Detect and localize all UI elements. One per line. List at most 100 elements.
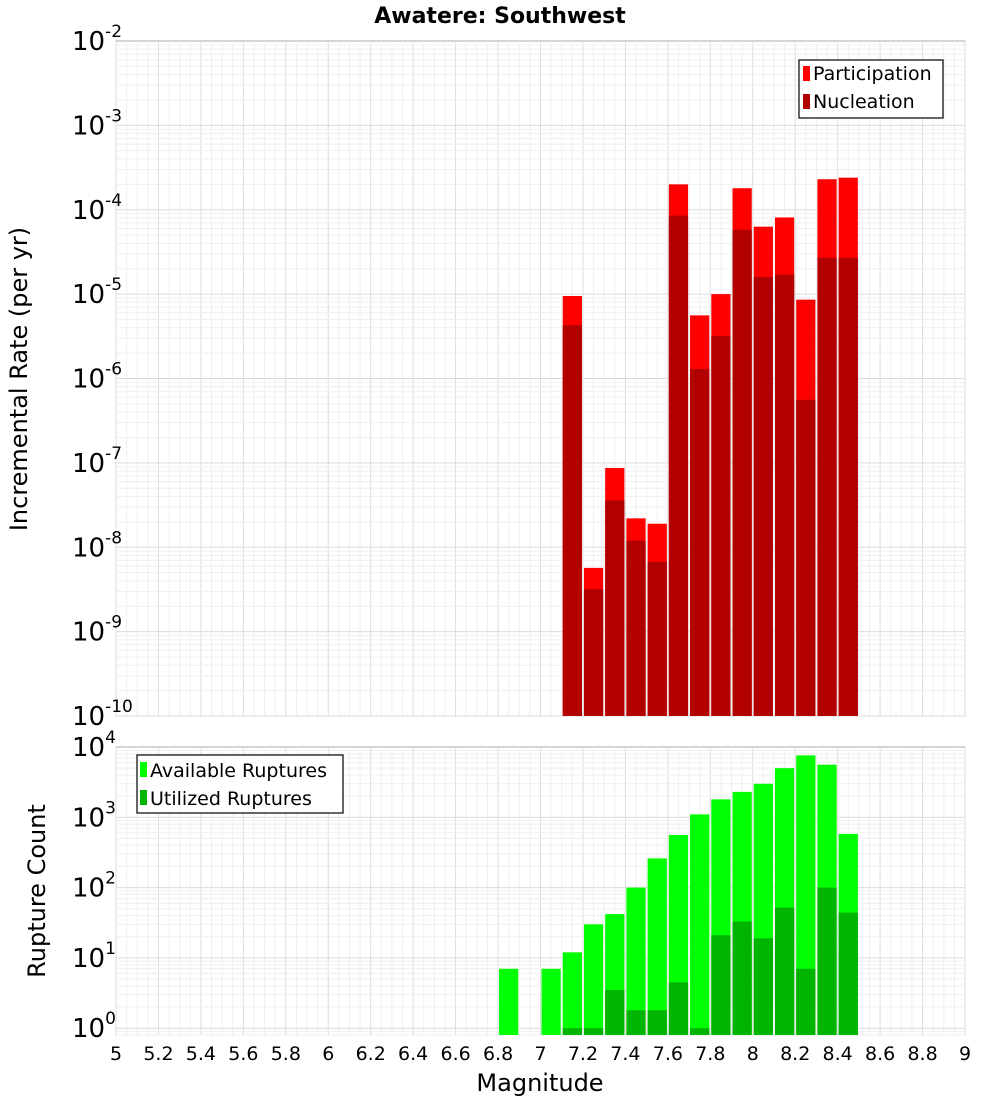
legend-available-ruptures-label: Available Ruptures bbox=[150, 760, 327, 782]
nucleation-bar bbox=[774, 274, 795, 716]
x-tick-label: 7.2 bbox=[568, 1043, 598, 1065]
y-tick-base: 10 bbox=[72, 874, 105, 904]
rate-gridlines bbox=[115, 41, 966, 717]
available-ruptures-bar bbox=[499, 968, 519, 1035]
utilized-ruptures-bar bbox=[605, 989, 625, 1035]
y-tick-label: 10-6 bbox=[72, 360, 122, 395]
rate-legend-box bbox=[798, 59, 944, 119]
utilized-ruptures-bar bbox=[711, 935, 731, 1035]
legend-nucleation-label: Nucleation bbox=[813, 91, 915, 113]
utilized-ruptures-bar bbox=[817, 887, 837, 1035]
x-tick-label: 6.4 bbox=[398, 1043, 428, 1065]
utilized-ruptures-bar bbox=[774, 907, 795, 1035]
rupture-count-legend-box bbox=[136, 754, 344, 814]
rupture-count-bars bbox=[499, 755, 858, 1035]
y-tick-label: 100 bbox=[72, 1009, 116, 1044]
y-tick-base: 10 bbox=[72, 449, 105, 479]
y-tick-exponent: -8 bbox=[105, 528, 122, 548]
x-axis-label: Magnitude bbox=[476, 1069, 603, 1097]
y-tick-exponent: 1 bbox=[105, 939, 116, 959]
y-tick-label: 10-3 bbox=[72, 106, 122, 141]
utilized-ruptures-bar bbox=[668, 982, 689, 1035]
y-tick-exponent: -3 bbox=[105, 106, 122, 126]
nucleation-bar bbox=[690, 368, 710, 716]
nucleation-bar bbox=[605, 500, 625, 716]
rate-bars bbox=[562, 177, 858, 717]
available-ruptures-bar bbox=[541, 968, 561, 1035]
y-tick-label: 10-9 bbox=[72, 613, 122, 648]
nucleation-bar bbox=[732, 229, 752, 717]
y-tick-base: 10 bbox=[72, 280, 105, 310]
y-tick-base: 10 bbox=[72, 1014, 105, 1044]
available-ruptures-bar bbox=[647, 858, 667, 1035]
rate-legend: Participation Nucleation bbox=[798, 59, 944, 119]
nucleation-bar bbox=[796, 399, 816, 716]
x-tick-label: 6.6 bbox=[440, 1043, 470, 1065]
x-tick-label: 8.2 bbox=[780, 1043, 810, 1065]
utilized-ruptures-bar bbox=[732, 921, 752, 1035]
y-tick-label: 103 bbox=[72, 798, 116, 833]
available-ruptures-bar bbox=[626, 887, 646, 1035]
x-tick-label: 8 bbox=[747, 1043, 759, 1065]
y-tick-exponent: -2 bbox=[105, 22, 122, 42]
utilized-ruptures-bar bbox=[838, 912, 858, 1035]
y-tick-base: 10 bbox=[72, 533, 105, 563]
y-tick-label: 10-5 bbox=[72, 275, 122, 310]
y-tick-exponent: -10 bbox=[105, 697, 133, 717]
y-tick-label: 102 bbox=[72, 869, 116, 904]
legend-nucleation-swatch bbox=[803, 94, 810, 109]
y-tick-exponent: -9 bbox=[105, 613, 122, 633]
utilized-ruptures-bar bbox=[562, 1028, 582, 1035]
y-tick-label: 10-10 bbox=[72, 697, 133, 732]
y-tick-exponent: 4 bbox=[105, 728, 116, 748]
x-tick-label: 6.2 bbox=[356, 1043, 386, 1065]
nucleation-bar bbox=[583, 589, 604, 716]
utilized-ruptures-bar bbox=[647, 1010, 667, 1035]
y-tick-exponent: 2 bbox=[105, 869, 116, 889]
rate-y-tick-labels: 10-210-310-410-510-610-710-810-910-10 bbox=[72, 22, 133, 732]
x-tick-label: 7.8 bbox=[695, 1043, 725, 1065]
legend-participation-swatch bbox=[803, 66, 810, 81]
x-tick-label: 8.8 bbox=[907, 1043, 937, 1065]
nucleation-bar bbox=[647, 561, 667, 716]
x-tick-label: 9 bbox=[959, 1043, 971, 1065]
nucleation-bar bbox=[753, 276, 773, 716]
nucleation-bar bbox=[711, 335, 731, 716]
legend-participation-label: Participation bbox=[813, 63, 932, 85]
y-tick-base: 10 bbox=[72, 944, 105, 974]
y-tick-exponent: -7 bbox=[105, 444, 122, 464]
utilized-ruptures-bar bbox=[626, 1010, 646, 1035]
available-ruptures-bar bbox=[796, 755, 816, 1035]
rate-y-axis-label: Incremental Rate (per yr) bbox=[5, 227, 33, 531]
y-tick-exponent: -5 bbox=[105, 275, 122, 295]
y-tick-label: 10-7 bbox=[72, 444, 122, 479]
y-tick-base: 10 bbox=[72, 111, 105, 141]
y-tick-exponent: -4 bbox=[105, 191, 122, 211]
y-tick-base: 10 bbox=[72, 618, 105, 648]
y-tick-label: 10-2 bbox=[72, 22, 122, 57]
x-tick-labels: 5 5.2 5.4 5.6 5.8 6 6.2 6.4 6.6 6.8 7 7.2 7.4 7.6 7.8 8… bbox=[110, 1043, 971, 1065]
x-tick-label: 5.2 bbox=[143, 1043, 173, 1065]
x-tick-label: 5.8 bbox=[271, 1043, 301, 1065]
y-tick-base: 10 bbox=[72, 196, 105, 226]
available-ruptures-bar bbox=[690, 814, 710, 1035]
nucleation-bar bbox=[562, 325, 582, 716]
y-tick-label: 10-4 bbox=[72, 191, 122, 226]
available-ruptures-bar bbox=[562, 952, 582, 1035]
y-tick-label: 10-8 bbox=[72, 528, 122, 563]
utilized-ruptures-bar bbox=[753, 938, 773, 1035]
x-tick-label: 7 bbox=[534, 1043, 546, 1065]
x-tick-label: 5.4 bbox=[186, 1043, 216, 1065]
y-tick-exponent: 0 bbox=[105, 1009, 116, 1029]
x-tick-label: 7.4 bbox=[610, 1043, 640, 1065]
legend-utilized-ruptures-label: Utilized Ruptures bbox=[150, 788, 312, 810]
utilized-ruptures-bar bbox=[796, 968, 816, 1035]
x-tick-label: 7.6 bbox=[653, 1043, 683, 1065]
x-tick-label: 6 bbox=[322, 1043, 334, 1065]
rupture-count-y-axis-label: Rupture Count bbox=[23, 804, 51, 978]
chart-title: Awatere: Southwest bbox=[374, 4, 626, 29]
